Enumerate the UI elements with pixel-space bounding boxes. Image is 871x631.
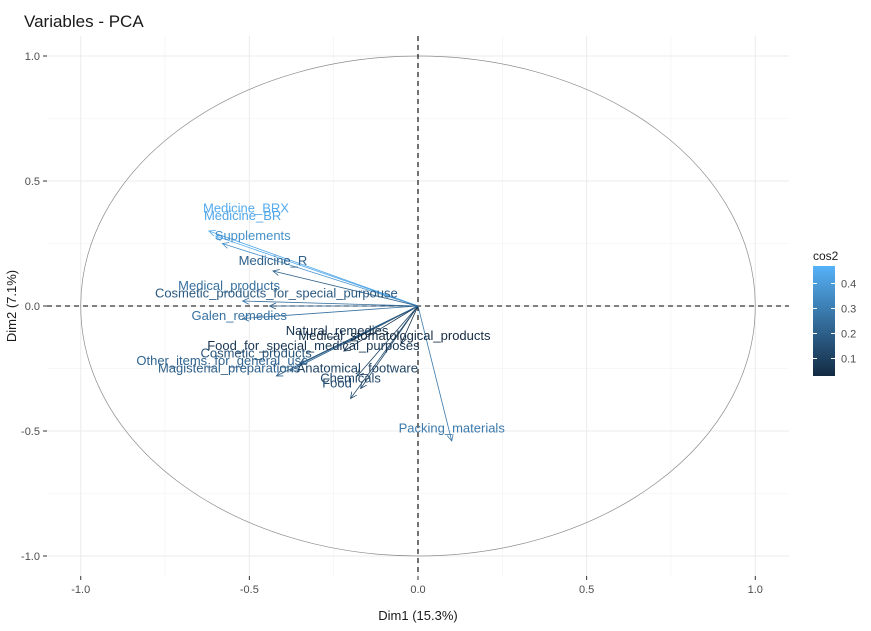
y-tick-label: 0.5 [25,176,40,188]
variable-label: Food_for_special_medical_purposes [207,338,420,353]
arrow-medical-products [242,300,419,307]
arrow-magisterial-preparations [276,305,419,377]
arrowhead [400,336,407,345]
arrow-supplements [222,243,419,307]
legend-tick-label: 0.4 [841,279,856,291]
arrowhead [221,242,230,249]
variable-label: Medicine_BR [204,208,281,223]
variable-label: Other_items_for_general_use [136,353,308,368]
arrowhead [208,229,216,237]
variable-label: Packing_materials [399,421,506,436]
arrow-packing-materials [417,305,453,442]
y-tick-label: 1.0 [25,51,40,63]
arrowhead [272,269,280,276]
chart-title: Variables - PCA [24,12,144,31]
arrow-food [350,305,419,399]
variable-label: Medicine_R [239,253,308,268]
arrowhead [275,370,284,377]
legend-tick-label: 0.1 [841,354,856,366]
arrowhead [289,365,297,372]
variable-label: Medical_stomatological_products [298,328,491,343]
legend-tick-label: 0.2 [841,329,856,341]
x-tick-label: -0.5 [240,584,259,596]
arrowhead [356,369,364,377]
arrowhead [268,302,277,310]
y-tick-label: -0.5 [21,426,40,438]
x-axis-ticks: -1.0 -0.5 0.0 0.5 1.0 [71,576,763,596]
variable-arrows [208,229,454,442]
legend-title: cos2 [813,249,839,263]
x-tick-label: 0.0 [410,584,425,596]
x-tick-label: -1.0 [71,584,90,596]
legend-ticks: 0.1 0.2 0.3 0.4 [813,279,856,366]
x-axis-label: Dim1 (15.3%) [378,608,457,623]
variable-label: Anatomical_footware [297,361,418,376]
variable-label: Galen_remedies [192,308,288,323]
x-tick-label: 1.0 [748,584,763,596]
y-axis-label: Dim2 (7.1%) [4,270,19,342]
variable-label: Chemicals [320,371,381,386]
arrow-medicine-br [208,230,419,307]
variable-label: Cosmetic_products [200,346,312,361]
arrow-anatomical-footware [356,305,419,377]
arrowhead [350,391,357,400]
variable-label: Cosmetic_products_for_special_purpouse [155,286,398,301]
y-axis-ticks: -1.0 -0.5 0.0 0.5 1.0 [21,51,47,563]
arrow-food-for-special-medical-purposes [343,305,419,352]
arrowhead [241,314,250,322]
variable-label: Supplements [215,228,291,243]
arrow-medicine-brx [215,235,419,307]
cos2-legend: cos2 0.1 0.2 0.3 0.4 [813,249,856,376]
variable-label: Medicine_BRX [203,201,289,216]
legend-tick-label: 0.3 [841,304,856,316]
variable-label: Magisterial_preparations [158,361,301,376]
variable-label: Medical_products [178,278,280,293]
y-tick-label: -1.0 [21,551,40,563]
variable-label: Natural_remedies [286,323,389,338]
arrowhead [241,297,250,305]
arrow-medicine-r [272,270,419,307]
arrowhead [446,434,454,442]
arrow-medical-stomatological-products [400,305,419,344]
arrow-galen-remedies [242,305,419,319]
arrowhead [343,344,351,352]
legend-colorbar [813,266,835,376]
x-tick-label: 0.5 [579,584,594,596]
variable-label: Food [322,376,352,391]
y-tick-label: 0.0 [25,301,40,313]
